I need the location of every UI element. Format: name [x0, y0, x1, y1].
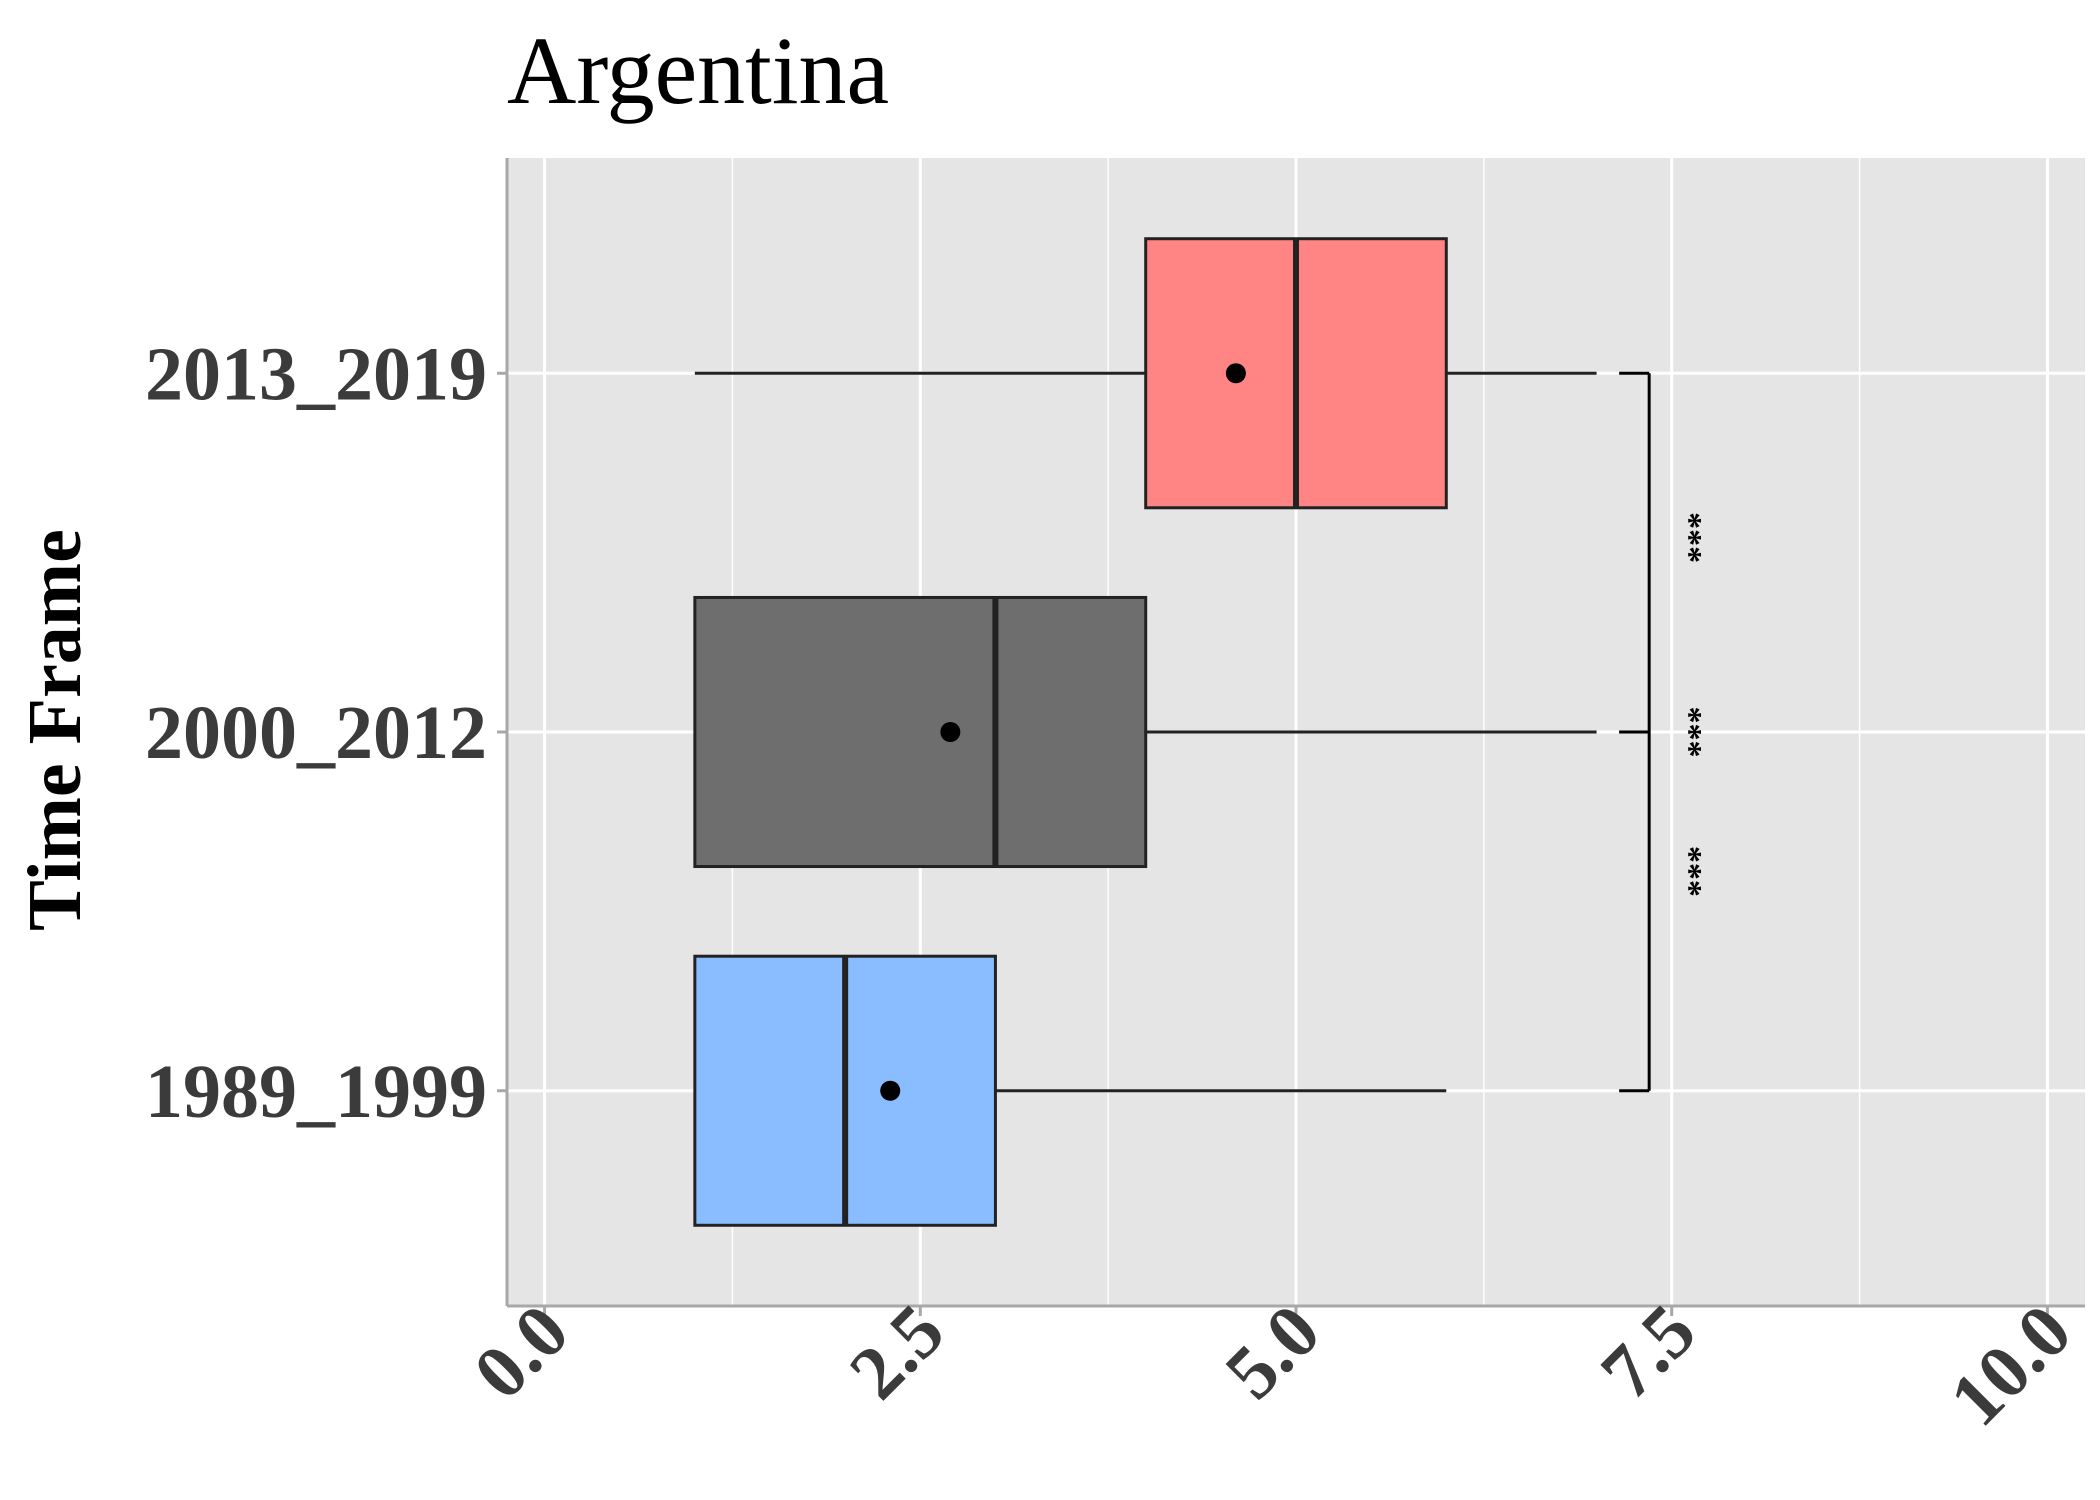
chart-title: Argentina [507, 17, 889, 124]
x-tick-label: 5.0 [1209, 1289, 1336, 1416]
x-tick-label: 10.0 [1934, 1289, 2087, 1442]
mean-point [1225, 363, 1246, 384]
y-tick-label: 1989_1999 [145, 1050, 487, 1134]
significance-label: *** [1671, 512, 1708, 563]
y-tick-label: 2013_2019 [145, 332, 487, 416]
significance-label: *** [1671, 846, 1708, 897]
y-tick-label: 2000_2012 [145, 691, 487, 775]
box-iqr [693, 595, 1148, 869]
y-axis-title: Time Frame [13, 529, 97, 931]
significance-label: *** [1671, 707, 1708, 758]
mean-point [880, 1080, 901, 1101]
box-2000_2012 [693, 595, 1597, 869]
box-2013_2019 [694, 237, 1597, 510]
x-tick-label: 0.0 [458, 1289, 585, 1416]
x-tick-label: 7.5 [1585, 1289, 1712, 1416]
x-tick-label: 2.5 [834, 1289, 961, 1416]
mean-point [940, 722, 961, 742]
box-1989_1999 [693, 954, 1447, 1227]
